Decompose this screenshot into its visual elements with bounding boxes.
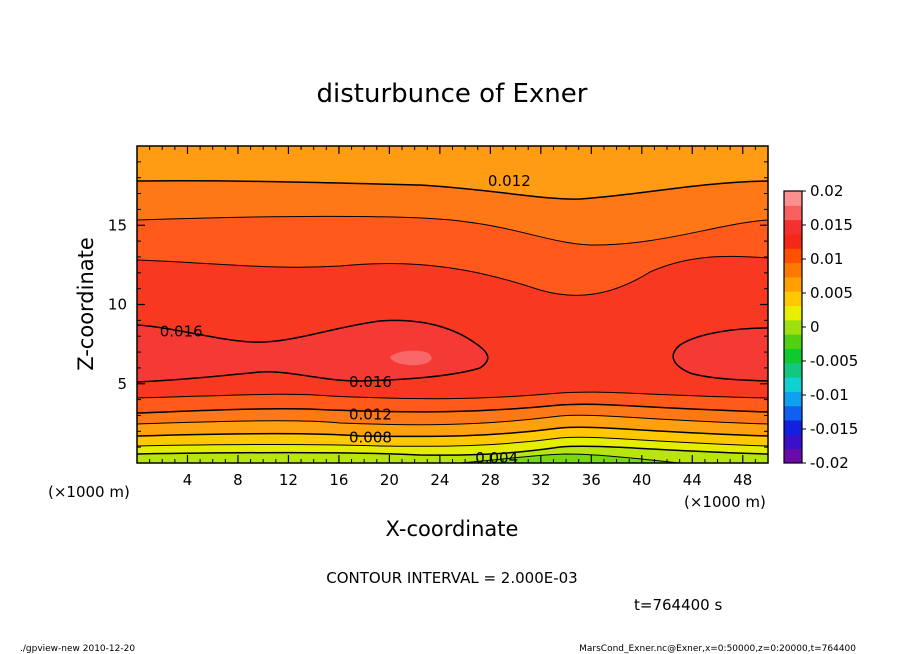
colorbar-segment bbox=[784, 448, 802, 464]
contour-label: 0.012 bbox=[488, 172, 531, 190]
colorbar-segment bbox=[784, 276, 802, 292]
contour-016-right bbox=[672, 327, 768, 382]
colorbar-tick-label: -0.005 bbox=[810, 352, 858, 370]
x-tick-label: 48 bbox=[733, 471, 752, 489]
colorbar-segment bbox=[784, 262, 802, 278]
colorbar-tick-label: -0.01 bbox=[810, 386, 849, 404]
footer-right: MarsCond_Exner.nc@Exner,x=0:50000,z=0:20… bbox=[579, 644, 856, 654]
band-018-right bbox=[673, 328, 768, 381]
colorbar-segment bbox=[784, 291, 802, 307]
x-tick-label: 32 bbox=[531, 471, 550, 489]
y-axis-title: Z-coordinate bbox=[74, 237, 98, 371]
band-peak bbox=[390, 350, 432, 366]
colorbar-tick-label: -0.015 bbox=[810, 420, 858, 438]
y-tick-label: 10 bbox=[108, 296, 127, 314]
x-tick-label: 40 bbox=[632, 471, 651, 489]
x-axis-title: X-coordinate bbox=[386, 517, 519, 541]
contour-label: 0.012 bbox=[349, 406, 392, 424]
contour-label: 0.016 bbox=[349, 373, 392, 391]
colorbar-tick-label: 0.02 bbox=[810, 182, 843, 200]
band-lower-002 bbox=[460, 454, 680, 463]
colorbar-tick-label: -0.02 bbox=[810, 454, 849, 472]
contour-label: 0.004 bbox=[475, 449, 518, 467]
colorbar-segment bbox=[784, 305, 802, 321]
time-label: t=764400 s bbox=[634, 596, 722, 614]
contour-004-lower bbox=[137, 445, 768, 456]
plot-area: 0.012 0.016 0.016 0.012 0.008 0.004 bbox=[136, 145, 769, 467]
colorbar-tick-label: 0.015 bbox=[810, 216, 853, 234]
x-tick-label: 28 bbox=[481, 471, 500, 489]
contour-014-top bbox=[137, 215, 768, 246]
contour-label: 0.008 bbox=[349, 429, 392, 447]
contour-interval-label: CONTOUR INTERVAL = 2.000E-03 bbox=[326, 569, 577, 587]
x-tick-label: 4 bbox=[183, 471, 193, 489]
contour-012-lower bbox=[137, 403, 768, 414]
colorbar-segment bbox=[784, 348, 802, 364]
colorbar-segment bbox=[784, 434, 802, 450]
x-unit-label: (×1000 m) bbox=[684, 493, 766, 511]
colorbar-segment bbox=[784, 391, 802, 407]
colorbar-segment bbox=[784, 334, 802, 349]
contour-012-top bbox=[137, 180, 768, 200]
contour-label: 0.016 bbox=[160, 322, 203, 340]
y-tick-label: 5 bbox=[117, 375, 127, 393]
x-tick-label: 24 bbox=[430, 471, 449, 489]
colorbar-segment bbox=[784, 420, 802, 435]
x-tick-label: 16 bbox=[329, 471, 348, 489]
x-tick-label: 20 bbox=[380, 471, 399, 489]
y-tick-label: 15 bbox=[108, 216, 127, 234]
y-axis: 5 10 15 bbox=[108, 161, 768, 448]
contour-labels: 0.012 0.016 0.016 0.012 0.008 0.004 bbox=[160, 172, 531, 467]
colorbar-segment bbox=[784, 362, 802, 378]
contour-008-lower bbox=[137, 426, 768, 438]
band-018-plus bbox=[137, 320, 488, 382]
colorbar-segment bbox=[784, 219, 802, 235]
colorbar: 0.02 0.015 0.01 0.005 0 -0.005 -0.01 -0.015 -0.0… bbox=[783, 182, 858, 472]
contour-016-upper bbox=[137, 255, 768, 296]
x-tick-label: 44 bbox=[683, 471, 702, 489]
y-unit-label: (×1000 m) bbox=[48, 483, 130, 501]
contour-lines bbox=[137, 180, 768, 463]
contour-016-core bbox=[137, 319, 489, 383]
contour-014-lower bbox=[137, 391, 768, 400]
x-tick-label: 36 bbox=[582, 471, 601, 489]
colorbar-tick-label: 0.01 bbox=[810, 250, 843, 268]
colorbar-segment bbox=[784, 377, 802, 392]
colorbar-tick-label: 0.005 bbox=[810, 284, 853, 302]
footer-left: ./gpview-new 2010-12-20 bbox=[20, 644, 135, 654]
contour-006-lower bbox=[137, 436, 768, 447]
colorbar-segment bbox=[784, 233, 802, 249]
colorbar-segment bbox=[784, 405, 802, 421]
colorbar-segment bbox=[784, 191, 802, 206]
colorbar-segment bbox=[784, 319, 802, 335]
colorbar-segment bbox=[784, 205, 802, 221]
x-tick-label: 12 bbox=[279, 471, 298, 489]
contour-002-lower bbox=[459, 453, 681, 463]
contour-010-lower bbox=[137, 414, 768, 426]
x-axis: 4 8 12 16 20 24 28 32 36 40 44 48 bbox=[149, 146, 756, 489]
colorbar-segment bbox=[784, 248, 802, 264]
chart-title: disturbunce of Exner bbox=[317, 79, 588, 109]
x-tick-label: 8 bbox=[233, 471, 243, 489]
colorbar-tick-label: 0 bbox=[810, 318, 820, 336]
